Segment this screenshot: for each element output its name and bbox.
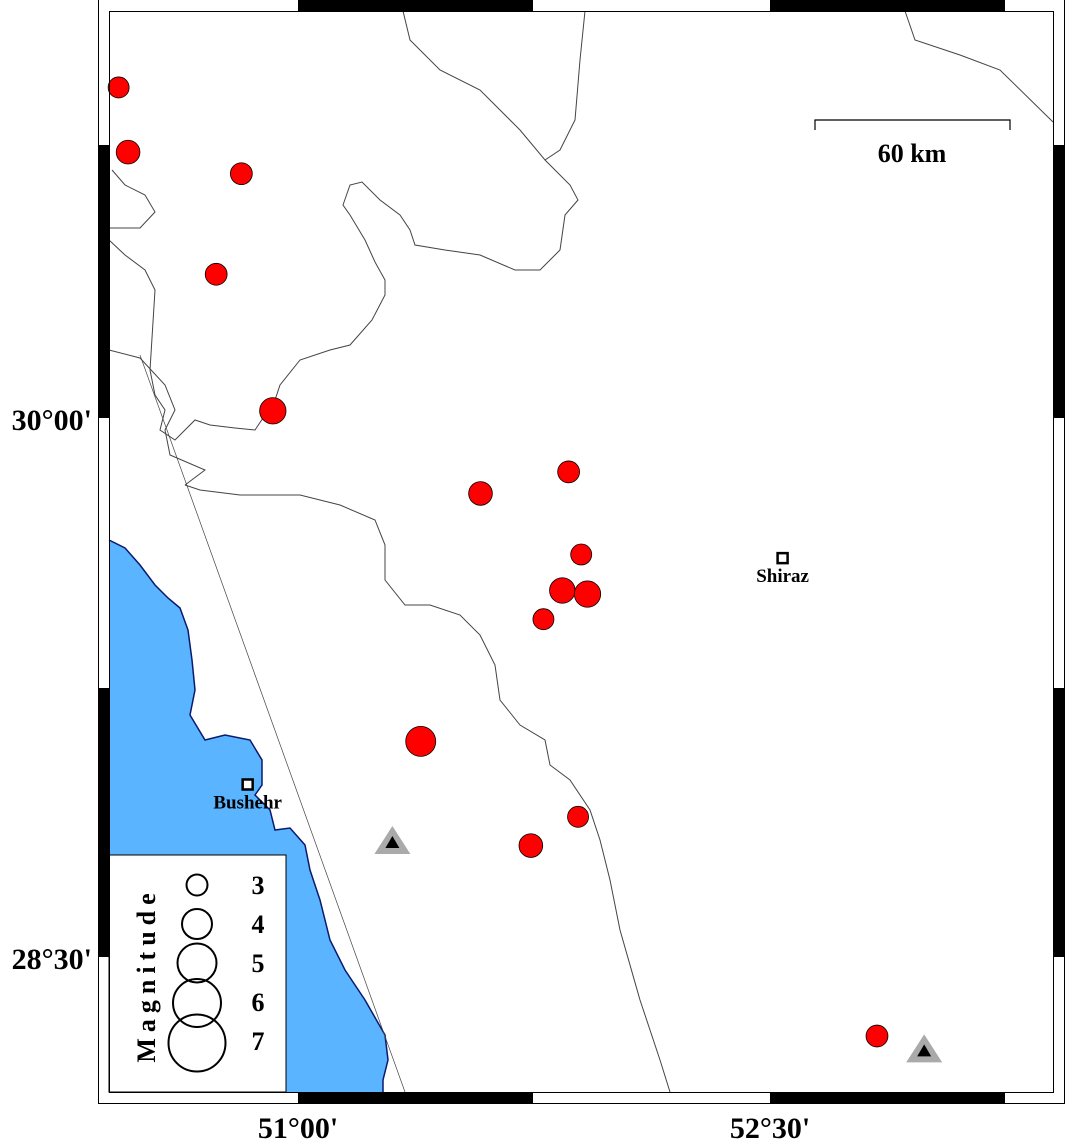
- earthquake-event: [204, 262, 228, 286]
- legend-label: 4: [252, 910, 265, 939]
- earthquake-event: [532, 608, 555, 631]
- lon-label: 51°00': [258, 1112, 338, 1141]
- legend-circle: [176, 942, 218, 984]
- lon-label: 52°30': [730, 1112, 810, 1141]
- station-marker: [374, 825, 411, 854]
- city-square-icon: [776, 551, 789, 565]
- border-line: [904, 10, 1054, 123]
- border-line: [108, 159, 579, 441]
- coastline: [108, 539, 389, 1092]
- legend-label: 6: [252, 988, 265, 1017]
- border-line: [109, 169, 156, 229]
- legend-label: 5: [252, 949, 265, 978]
- station-triangle-icon: [385, 835, 400, 848]
- scale-bar-label: 60 km: [878, 139, 947, 168]
- border-line: [108, 349, 206, 486]
- frame-outer: [98, 0, 1065, 1104]
- border-line: [184, 484, 671, 1093]
- lat-label: 30°00': [12, 404, 92, 437]
- earthquake-event: [230, 162, 253, 186]
- province-borders: [108, 10, 1054, 1093]
- earthquake-event: [573, 580, 602, 608]
- border-line: [402, 10, 586, 161]
- frame-inner: [109, 11, 1054, 1093]
- cities: Shiraz Bushehr: [213, 551, 810, 813]
- earthquake-event: [107, 76, 130, 99]
- legend-title: Magnitude: [132, 887, 161, 1062]
- map-frame: [98, 0, 1065, 1104]
- earthquake-event: [570, 543, 593, 566]
- legend-circle: [185, 873, 209, 897]
- fault-line: [139, 354, 406, 1093]
- seismic-stations: [374, 825, 943, 1063]
- earthquake-events: [107, 76, 889, 1048]
- frame-tick-segment: [298, 1092, 533, 1103]
- city-label: Shiraz: [756, 566, 809, 587]
- frame-tick-segment: [98, 145, 109, 418]
- city-marker: Shiraz: [756, 551, 810, 587]
- frame-tick-segment: [770, 0, 1005, 11]
- legend-label: 7: [252, 1027, 265, 1056]
- axis-labels: 51°00' 52°30' 30°00' 28°30': [12, 404, 811, 1141]
- earthquake-event: [865, 1024, 889, 1048]
- earthquake-event: [567, 805, 589, 828]
- city-marker: Bushehr: [213, 778, 283, 813]
- frame-tick-segment: [1053, 145, 1064, 418]
- earthquake-event: [468, 481, 493, 506]
- city-square-icon: [241, 778, 254, 791]
- city-label: Bushehr: [213, 792, 282, 813]
- frame-tick-segment: [770, 1092, 1005, 1103]
- station-triangle-icon: [917, 1044, 932, 1057]
- earthquake-event: [549, 577, 576, 604]
- legend-circle: [167, 1013, 227, 1073]
- legend-label: 3: [252, 871, 265, 900]
- station-marker: [906, 1034, 943, 1063]
- magnitude-legend: Magnitude 3 4 5 6 7: [108, 854, 287, 1093]
- earthquake-event: [518, 833, 544, 858]
- earthquake-event: [115, 139, 141, 165]
- scale-bar: 60 km: [814, 119, 1011, 168]
- legend-circle: [181, 908, 213, 940]
- legend-circle: [172, 978, 222, 1028]
- lat-label: 28°30': [12, 943, 92, 976]
- frame-tick-segment: [98, 688, 109, 957]
- earthquake-event: [405, 725, 437, 757]
- frame-tick-segment: [1053, 688, 1064, 957]
- earthquake-event: [557, 460, 580, 484]
- earthquake-event: [259, 397, 287, 425]
- frame-tick-segment: [298, 0, 533, 11]
